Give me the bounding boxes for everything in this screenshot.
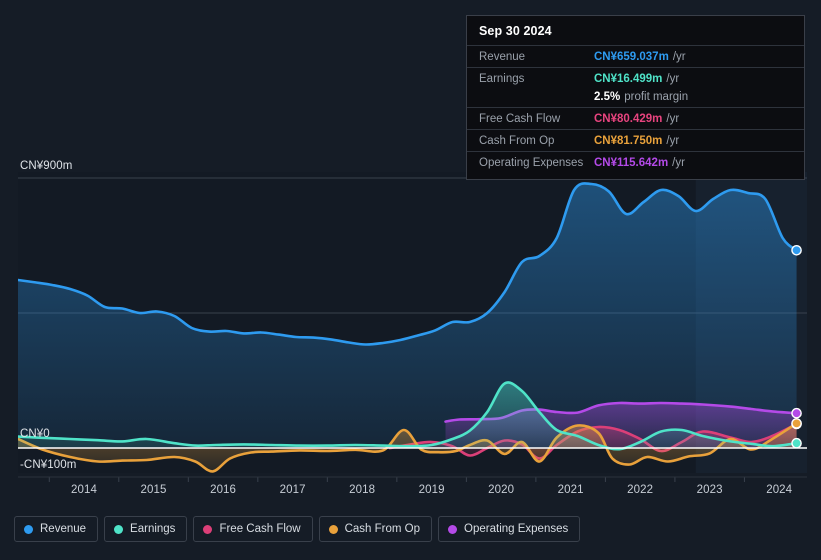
tooltip-date: Sep 30 2024	[479, 24, 552, 38]
tooltip-unit-earnings: /yr	[666, 73, 680, 85]
legend-item-label: Cash From Op	[344, 523, 421, 535]
chart-legend: Revenue Earnings Free Cash Flow Cash From O…	[14, 516, 581, 542]
legend-item-label: Free Cash Flow	[219, 523, 301, 535]
x-axis-tick-2019: 2019	[418, 484, 445, 496]
tooltip-unit-cash-from-op: /yr	[666, 135, 680, 147]
endpoint-marker-earnings	[791, 437, 802, 449]
legend-item-free-cash-flow[interactable]: Free Cash Flow	[193, 516, 313, 542]
tooltip-unit-profit-margin: profit margin	[624, 91, 689, 103]
tooltip-label-free-cash-flow: Free Cash Flow	[479, 113, 561, 125]
tooltip-label-operating-expenses: Operating Expenses	[479, 157, 584, 169]
tooltip-value-profit-margin: 2.5%	[594, 91, 621, 103]
tooltip-value-revenue: CN¥659.037m	[594, 51, 669, 63]
x-axis-tick-2014: 2014	[71, 484, 98, 496]
series-area-earnings	[18, 382, 797, 450]
endpoint-marker-cash-from-op	[791, 418, 802, 429]
x-axis-tick-2018: 2018	[349, 484, 376, 496]
tooltip-unit-operating-expenses: /yr	[672, 157, 685, 169]
tooltip-label-revenue: Revenue	[479, 51, 526, 63]
series-line-cash-from-op	[18, 422, 798, 473]
tooltip-unit-revenue: /yr	[672, 51, 686, 63]
legend-item-cash-from-op[interactable]: Cash From Op	[318, 516, 433, 542]
tooltip-label-earnings: Earnings	[479, 73, 525, 85]
data-tooltip: Sep 30 2024 Revenue CN¥659.037m /yr Earn…	[466, 15, 805, 180]
legend-item-earnings[interactable]: Earnings	[104, 516, 188, 542]
legend-color-dot-icon	[114, 524, 124, 534]
tooltip-row-earnings: Earnings CN¥16.499m /yr	[467, 67, 804, 89]
x-axis-tick-2023: 2023	[696, 484, 723, 496]
tooltip-label-cash-from-op: Cash From Op	[479, 135, 555, 147]
x-axis-tick-2024: 2024	[766, 484, 793, 496]
tooltip-unit-free-cash-flow: /yr	[666, 113, 680, 125]
x-axis-tick-2017: 2017	[279, 484, 306, 496]
y-axis-label-bottom: -CN¥100m	[20, 459, 77, 471]
endpoint-marker-operating-expenses	[791, 407, 802, 419]
series-line-earnings	[18, 381, 798, 451]
tooltip-row-profit-margin: 2.5% profit margin	[467, 89, 804, 107]
tooltip-value-operating-expenses: CN¥115.642m	[594, 157, 669, 169]
legend-color-dot-icon	[24, 524, 33, 534]
series-line-revenue	[18, 182, 798, 346]
tooltip-row-revenue: Revenue CN¥659.037m /yr	[467, 45, 804, 67]
tooltip-value-free-cash-flow: CN¥80.429m	[594, 113, 663, 125]
legend-color-dot-icon	[203, 524, 213, 534]
tooltip-value-earnings: CN¥16.499m	[594, 73, 663, 85]
legend-item-operating-expenses[interactable]: Operating Expenses	[438, 516, 581, 542]
x-axis-tick-2022: 2022	[627, 484, 654, 496]
legend-color-dot-icon	[328, 524, 338, 534]
chart-canvas	[18, 177, 807, 482]
tooltip-row-cash-from-op: Cash From Op CN¥81.750m /yr	[467, 129, 804, 151]
x-axis-tick-2015: 2015	[140, 484, 167, 496]
legend-item-revenue[interactable]: Revenue	[14, 516, 99, 542]
x-axis-tick-2020: 2020	[488, 484, 515, 496]
endpoint-marker-revenue	[791, 244, 802, 256]
legend-item-label: Revenue	[40, 523, 87, 535]
series-area-revenue	[18, 183, 797, 448]
tooltip-row-operating-expenses: Operating Expenses CN¥115.642m /yr	[467, 151, 804, 173]
x-axis-tick-2016: 2016	[210, 484, 237, 496]
tooltip-value-cash-from-op: CN¥81.750m	[594, 135, 663, 147]
legend-item-label: Operating Expenses	[464, 523, 569, 535]
x-axis-tick-2021: 2021	[557, 484, 584, 496]
legend-color-dot-icon	[448, 524, 458, 534]
y-axis-label-zero: CN¥0	[20, 428, 50, 440]
tooltip-row-free-cash-flow: Free Cash Flow CN¥80.429m /yr	[467, 107, 804, 129]
y-axis-label-top: CN¥900m	[20, 160, 73, 172]
legend-item-label: Earnings	[130, 523, 176, 535]
